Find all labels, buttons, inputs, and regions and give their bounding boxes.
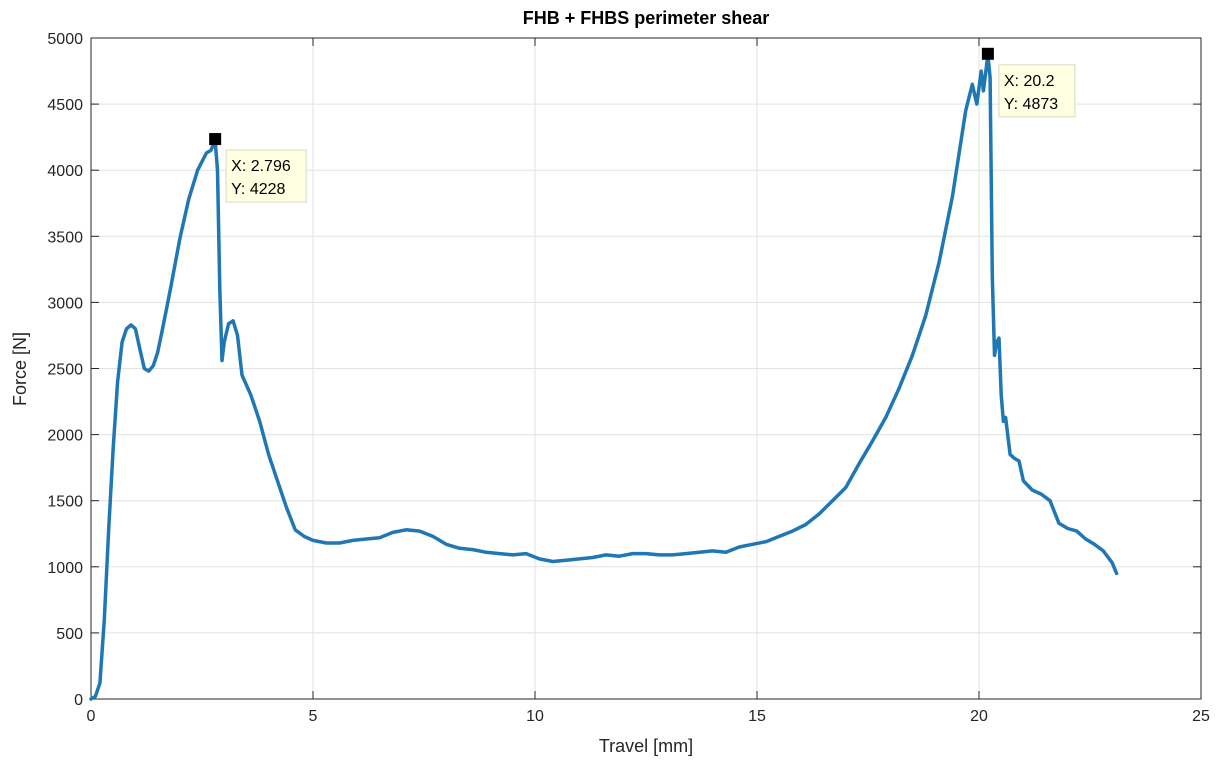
x-tick-label: 20 xyxy=(970,708,988,725)
x-tick-label: 10 xyxy=(526,708,544,725)
x-tick-label: 25 xyxy=(1192,708,1210,725)
y-tick-label: 2000 xyxy=(47,428,83,445)
datatips: X: 2.796 Y: 4228 X: 20.2 Y: 4873 xyxy=(209,47,1076,203)
datatip-y-label: Y: 4873 xyxy=(1004,96,1058,113)
datatip-y-label: Y: 4228 xyxy=(231,181,285,198)
series-line-force-vs-travel xyxy=(89,53,1119,701)
x-tick-label: 15 xyxy=(748,708,766,725)
y-axis-title: Force [N] xyxy=(10,332,30,406)
datatip-x-label: X: 20.2 xyxy=(1004,73,1055,90)
datatip-x-label: X: 2.796 xyxy=(231,158,291,175)
grid-lines xyxy=(90,37,1202,700)
y-tick-label: 2500 xyxy=(47,362,83,379)
datatip-box xyxy=(225,149,307,203)
y-tick-label: 4500 xyxy=(47,97,83,114)
y-tick-label: 3000 xyxy=(47,295,83,312)
x-axis-ticks: 0 5 10 15 20 25 xyxy=(87,38,1210,725)
y-tick-label: 3500 xyxy=(47,229,83,246)
datatip-box xyxy=(998,64,1076,118)
datatip-marker[interactable] xyxy=(981,47,994,60)
y-tick-label: 1500 xyxy=(47,494,83,511)
x-tick-label: 5 xyxy=(309,708,318,725)
y-tick-label: 4000 xyxy=(47,163,83,180)
y-tick-label: 1000 xyxy=(47,560,83,577)
x-tick-label: 0 xyxy=(87,708,96,725)
y-tick-label: 500 xyxy=(56,626,83,643)
datatip-marker[interactable] xyxy=(209,133,222,146)
y-tick-label: 5000 xyxy=(47,31,83,48)
x-axis-title: Travel [mm] xyxy=(599,736,693,756)
y-tick-label: 0 xyxy=(74,692,83,709)
y-axis-ticks: 0 500 1000 1500 2000 2500 3000 3500 4000 4500 5000 xyxy=(47,31,1201,709)
chart-title: FHB + FHBS perimeter shear xyxy=(523,8,770,28)
